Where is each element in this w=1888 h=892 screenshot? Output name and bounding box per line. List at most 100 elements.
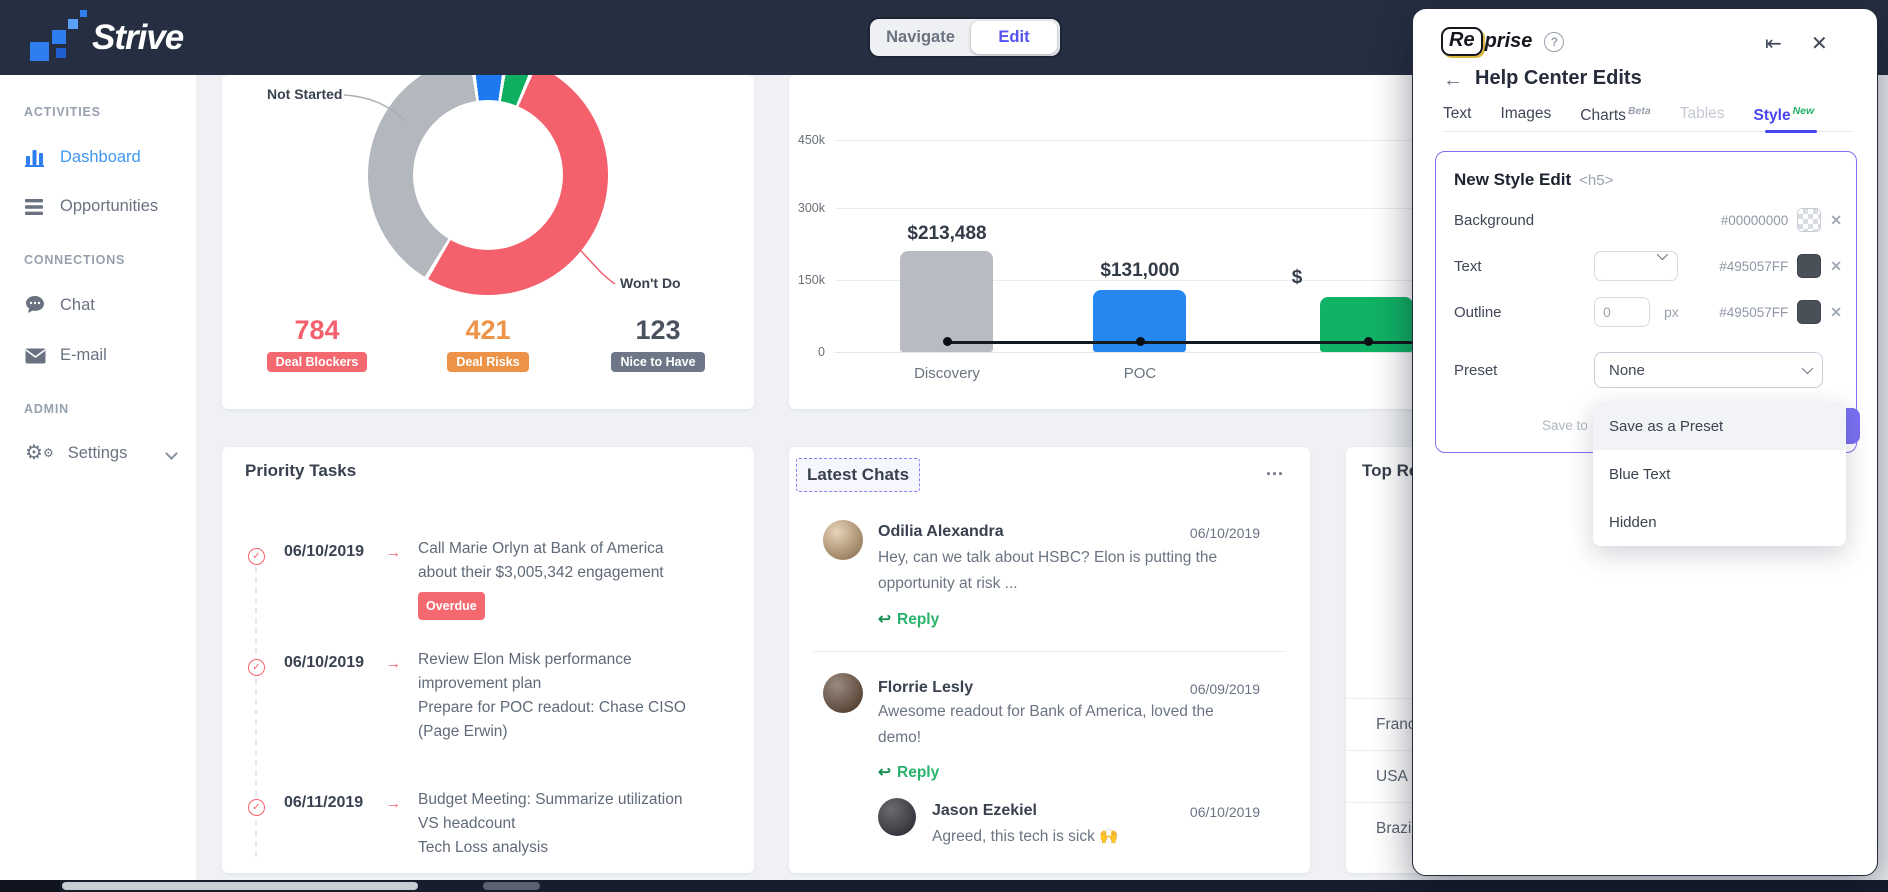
sidebar: ACTIVITIES Dashboard Opportunities CONNE… <box>0 75 196 880</box>
outline-row: Outline px #495057FF ✕ <box>1436 294 1856 330</box>
help-icon[interactable]: ? <box>1544 31 1565 52</box>
stat-deal-blockers: 784 Deal Blockers <box>252 315 382 372</box>
check-circle-icon[interactable]: ✓ <box>248 659 265 676</box>
sidebar-item-chat[interactable]: Chat <box>25 295 95 315</box>
preset-row: Preset None <box>1436 352 1856 388</box>
task-line: Review Elon Misk performance <box>418 651 632 668</box>
task-date: 06/10/2019 <box>284 543 365 560</box>
reprise-logo-text: prise <box>1484 30 1533 52</box>
check-circle-icon[interactable]: ✓ <box>248 548 265 565</box>
preset-select[interactable]: None <box>1594 352 1823 388</box>
background-row: Background #00000000 ✕ <box>1436 202 1856 238</box>
reprise-editor-panel: Re prise ? ⇤ ✕ ← Help Center Edits Text … <box>1412 8 1878 876</box>
status-badge: Deal Risks <box>447 352 529 372</box>
outline-color-swatch[interactable] <box>1797 300 1822 324</box>
tab-images[interactable]: Images <box>1500 105 1552 122</box>
text-style-select[interactable] <box>1594 248 1678 281</box>
gridline <box>835 208 1620 209</box>
bar-discovery[interactable] <box>900 251 993 352</box>
sidebar-item-dashboard[interactable]: Dashboard <box>25 147 141 167</box>
task-line: Call Marie Orlyn at Bank of America <box>418 540 664 557</box>
back-arrow-icon[interactable]: ← <box>1443 69 1463 91</box>
card-title: Top Re <box>1362 461 1419 480</box>
collapse-panel-icon[interactable]: ⇤ <box>1765 33 1782 55</box>
mode-toggle[interactable]: Navigate Edit <box>868 17 1062 58</box>
reply-arrow-icon: ↩ <box>878 764 891 781</box>
tab-style[interactable]: Style New <box>1754 105 1815 131</box>
tab-charts[interactable]: Charts Beta <box>1580 105 1650 131</box>
scrollbar-thumb-secondary[interactable] <box>483 882 540 890</box>
bar-chart-icon <box>25 150 44 167</box>
priority-tasks-card: Priority Tasks ✓ 06/10/2019 → Call Marie… <box>222 447 754 873</box>
logo-pixel <box>56 48 66 58</box>
clear-background-icon[interactable]: ✕ <box>1830 211 1842 228</box>
task-date: 06/10/2019 <box>284 654 365 671</box>
menu-item-hidden[interactable]: Hidden <box>1609 513 1657 531</box>
stat-value: 784 <box>294 315 340 345</box>
card-title-selected[interactable]: Latest Chats <box>796 458 921 492</box>
reply-button[interactable]: ↩ Reply <box>878 610 939 629</box>
check-circle-icon[interactable]: ✓ <box>248 799 265 816</box>
overdue-badge: Overdue <box>418 592 485 620</box>
scrollbar-thumb[interactable] <box>62 882 418 890</box>
arrow-right-icon: → <box>386 544 401 561</box>
arrow-right-icon: → <box>386 795 401 812</box>
stat-value: 421 <box>465 315 511 345</box>
gridline <box>835 280 1620 281</box>
panel-title: Help Center Edits <box>1475 67 1642 89</box>
donut-hole <box>413 100 563 250</box>
close-icon[interactable]: ✕ <box>1811 33 1828 55</box>
chevron-down-icon <box>1801 362 1814 375</box>
menu-item-blue-text[interactable]: Blue Text <box>1609 465 1671 483</box>
annotation-line <box>947 341 1620 344</box>
text-color-swatch[interactable] <box>1797 254 1822 278</box>
clear-text-icon[interactable]: ✕ <box>1830 257 1842 274</box>
sidebar-item-label: E-mail <box>60 346 107 364</box>
preset-selected-value: None <box>1609 361 1645 379</box>
y-axis-tick: 150k <box>797 273 825 287</box>
background-color-swatch[interactable] <box>1797 208 1822 232</box>
sidebar-section-activities: ACTIVITIES <box>24 105 101 119</box>
task-line: about their $3,005,342 engagement <box>418 564 664 581</box>
edit-mode-button[interactable]: Edit <box>971 21 1057 54</box>
sidebar-section-admin: ADMIN <box>24 402 69 416</box>
brand-name: Strive <box>92 18 184 57</box>
chevron-down-icon[interactable] <box>165 446 179 460</box>
card-title: Priority Tasks <box>245 461 357 480</box>
chat-message: Awesome readout for Bank of America, lov… <box>878 703 1214 746</box>
chat-bubble-icon <box>26 296 44 313</box>
bar-value-label: $213,488 <box>907 223 987 244</box>
sidebar-item-opportunities[interactable]: Opportunities <box>25 197 158 216</box>
strive-logo[interactable]: Strive <box>30 8 250 68</box>
task-text: Budget Meeting: Summarize utilization VS… <box>418 788 718 860</box>
reply-button[interactable]: ↩ Reply <box>878 763 939 782</box>
stat-deal-risks: 421 Deal Risks <box>423 315 553 372</box>
beta-badge: Beta <box>1627 105 1651 117</box>
tab-text[interactable]: Text <box>1443 105 1472 122</box>
navigate-mode-button[interactable]: Navigate <box>886 28 955 46</box>
editor-title-text: New Style Edit <box>1454 170 1572 189</box>
outline-width-input[interactable] <box>1594 297 1650 327</box>
avatar <box>823 520 863 560</box>
horizontal-scrollbar[interactable] <box>0 880 1888 892</box>
tab-tables[interactable]: Tables <box>1679 105 1725 122</box>
donut-chart[interactable] <box>368 75 608 295</box>
status-badge: Nice to Have <box>611 352 705 372</box>
stat-nice-to-have: 123 Nice to Have <box>593 315 723 372</box>
clear-outline-icon[interactable]: ✕ <box>1830 303 1842 320</box>
background-hex-value: #00000000 <box>1720 212 1789 228</box>
row-label: Preset <box>1454 361 1498 379</box>
sidebar-item-settings[interactable]: ⚙⚙ Settings <box>25 443 179 463</box>
chat-message: Hey, can we talk about HSBC? Elon is put… <box>878 549 1218 592</box>
bar-category-label: Discovery <box>914 365 980 382</box>
bar-value-label: $ <box>1291 267 1303 288</box>
sidebar-item-email[interactable]: E-mail <box>25 346 107 365</box>
menu-item-save-as-preset[interactable]: Save as a Preset <box>1593 402 1846 450</box>
preset-dropdown-menu: Save as a Preset Blue Text Hidden <box>1593 402 1846 546</box>
more-options-button[interactable]: ... <box>1265 459 1284 479</box>
callout-not-started: Not Started <box>267 86 343 102</box>
reply-arrow-icon: ↩ <box>878 611 891 628</box>
task-text: Review Elon Misk performance improvement… <box>418 648 718 744</box>
task-date: 06/11/2019 <box>284 794 364 811</box>
